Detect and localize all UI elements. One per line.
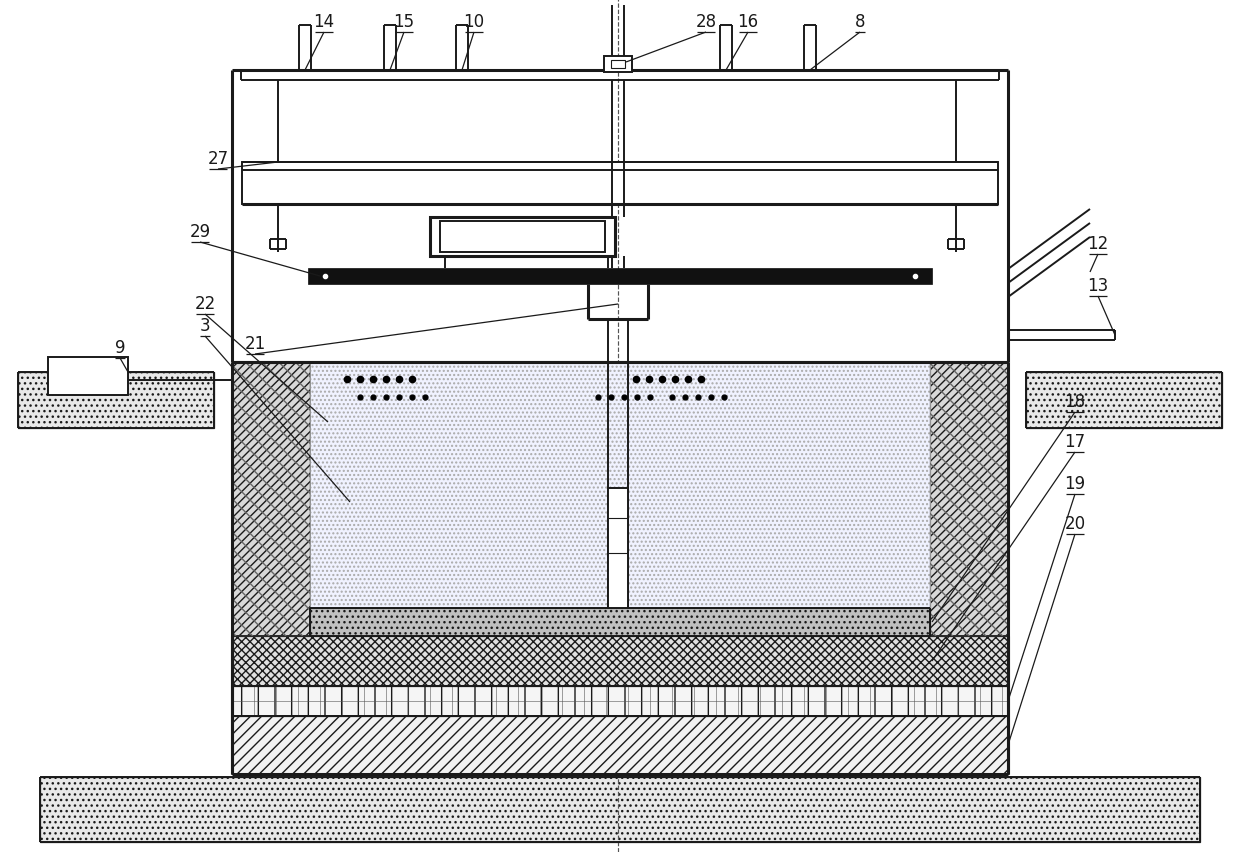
Text: 18: 18 (1064, 393, 1085, 411)
Bar (232, 363, 310, 636)
Bar (310, 608, 930, 636)
Bar (611, 61, 625, 69)
Text: 10: 10 (464, 13, 485, 31)
Bar (19, 372, 215, 429)
Text: 22: 22 (195, 295, 216, 313)
Text: 8: 8 (854, 13, 866, 31)
Bar (430, 218, 615, 256)
Text: 21: 21 (244, 335, 265, 353)
Text: 28: 28 (696, 13, 717, 31)
Text: 3: 3 (200, 317, 211, 335)
Bar (604, 57, 632, 73)
Bar (310, 363, 930, 608)
Bar (232, 686, 1008, 717)
Bar (930, 363, 1008, 636)
Text: 29: 29 (190, 222, 211, 241)
Text: 27: 27 (207, 150, 228, 168)
Text: 12: 12 (1087, 234, 1109, 253)
Bar (608, 488, 627, 608)
Text: 9: 9 (115, 338, 125, 357)
Bar (308, 268, 932, 285)
Text: 19: 19 (1064, 475, 1085, 492)
Bar (1025, 372, 1221, 429)
Text: 15: 15 (393, 13, 414, 31)
Text: 20: 20 (1064, 515, 1085, 532)
Bar (440, 222, 605, 253)
Text: 17: 17 (1064, 433, 1085, 451)
Text: 16: 16 (738, 13, 759, 31)
Text: 14: 14 (314, 13, 335, 31)
Bar (232, 717, 1008, 774)
Bar (242, 163, 998, 204)
Bar (48, 358, 128, 395)
Bar (930, 363, 1008, 636)
Bar (40, 777, 1200, 842)
Bar (232, 636, 1008, 686)
Text: 13: 13 (1087, 277, 1109, 295)
Bar (232, 363, 310, 636)
